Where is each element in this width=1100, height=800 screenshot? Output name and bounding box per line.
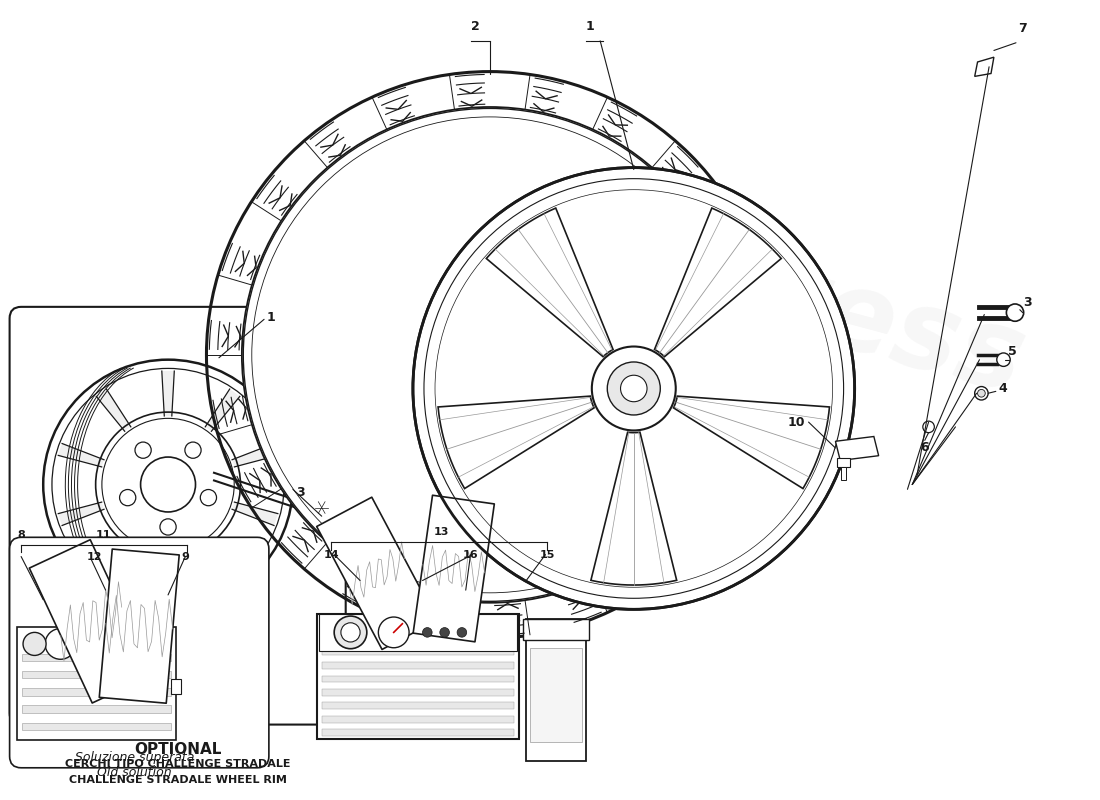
Polygon shape [162,371,174,416]
Polygon shape [22,722,170,730]
Text: 8: 8 [18,530,25,540]
Polygon shape [673,396,829,489]
Polygon shape [58,502,104,526]
Polygon shape [654,208,781,357]
Circle shape [314,499,330,516]
Circle shape [440,627,450,637]
Circle shape [378,617,409,648]
Polygon shape [206,389,240,431]
FancyBboxPatch shape [10,538,268,768]
Polygon shape [317,498,437,650]
Polygon shape [837,458,850,467]
Polygon shape [58,443,104,467]
Polygon shape [206,538,240,580]
Circle shape [200,490,217,506]
Text: Old solution: Old solution [97,766,172,779]
Polygon shape [842,467,846,480]
Text: 12: 12 [87,552,102,562]
Polygon shape [486,208,613,357]
Text: 15: 15 [540,550,556,560]
Text: OPTIONAL: OPTIONAL [134,742,221,757]
Text: 11: 11 [96,530,111,540]
Polygon shape [438,396,594,489]
Polygon shape [321,716,514,722]
Polygon shape [22,688,170,696]
Polygon shape [321,689,514,696]
Circle shape [242,107,738,602]
Polygon shape [835,437,879,461]
Polygon shape [975,57,994,76]
Circle shape [341,622,360,642]
Polygon shape [321,635,514,642]
Text: 5: 5 [1009,346,1018,358]
Text: 3: 3 [296,486,305,498]
Circle shape [620,375,647,402]
Circle shape [997,353,1010,366]
Circle shape [1006,304,1024,322]
Circle shape [923,421,934,433]
Polygon shape [99,549,179,703]
Polygon shape [97,538,131,580]
Circle shape [135,442,151,458]
Circle shape [458,627,466,637]
Polygon shape [321,662,514,669]
Polygon shape [530,648,582,742]
Text: a passion for parts: a passion for parts [333,313,723,522]
Polygon shape [319,614,517,650]
Text: 1: 1 [585,20,594,33]
Polygon shape [30,540,153,703]
FancyBboxPatch shape [10,307,345,725]
Text: 4: 4 [999,382,1008,395]
Circle shape [592,346,675,430]
Polygon shape [414,495,494,642]
Polygon shape [321,702,514,710]
Polygon shape [162,553,174,598]
Text: CHALLENGE STRADALE WHEEL RIM: CHALLENGE STRADALE WHEEL RIM [68,774,287,785]
Text: 2: 2 [471,20,480,33]
Text: 10: 10 [788,415,805,429]
Text: 7: 7 [1019,22,1027,35]
Text: 3: 3 [1023,295,1032,309]
Text: autopress: autopress [405,150,1036,415]
Text: 16: 16 [463,550,478,560]
Polygon shape [321,676,514,682]
Circle shape [120,490,135,506]
Polygon shape [232,443,278,467]
Polygon shape [170,679,180,694]
Text: 1: 1 [267,311,276,324]
Polygon shape [22,706,170,713]
Text: CERCHI TIPO CHALLENGE STRADALE: CERCHI TIPO CHALLENGE STRADALE [65,759,290,769]
Circle shape [23,632,46,655]
Text: 14: 14 [323,550,339,560]
Circle shape [975,386,988,400]
Text: 6: 6 [921,442,929,454]
Polygon shape [321,730,514,736]
Polygon shape [22,654,170,661]
Polygon shape [232,502,278,526]
Polygon shape [317,614,518,739]
Circle shape [185,442,201,458]
Polygon shape [18,626,176,740]
Text: 13: 13 [434,527,450,538]
Polygon shape [591,432,676,585]
Circle shape [978,390,986,397]
Circle shape [45,629,76,659]
Circle shape [412,168,855,610]
Polygon shape [526,619,586,761]
Polygon shape [524,619,589,640]
Circle shape [607,362,660,415]
Text: Soluzione superata: Soluzione superata [75,751,194,765]
Polygon shape [22,671,170,678]
Circle shape [141,457,196,512]
Circle shape [334,616,366,649]
Text: 9: 9 [182,552,189,562]
Circle shape [422,627,432,637]
Polygon shape [97,389,131,431]
Circle shape [160,519,176,535]
Polygon shape [321,649,514,655]
